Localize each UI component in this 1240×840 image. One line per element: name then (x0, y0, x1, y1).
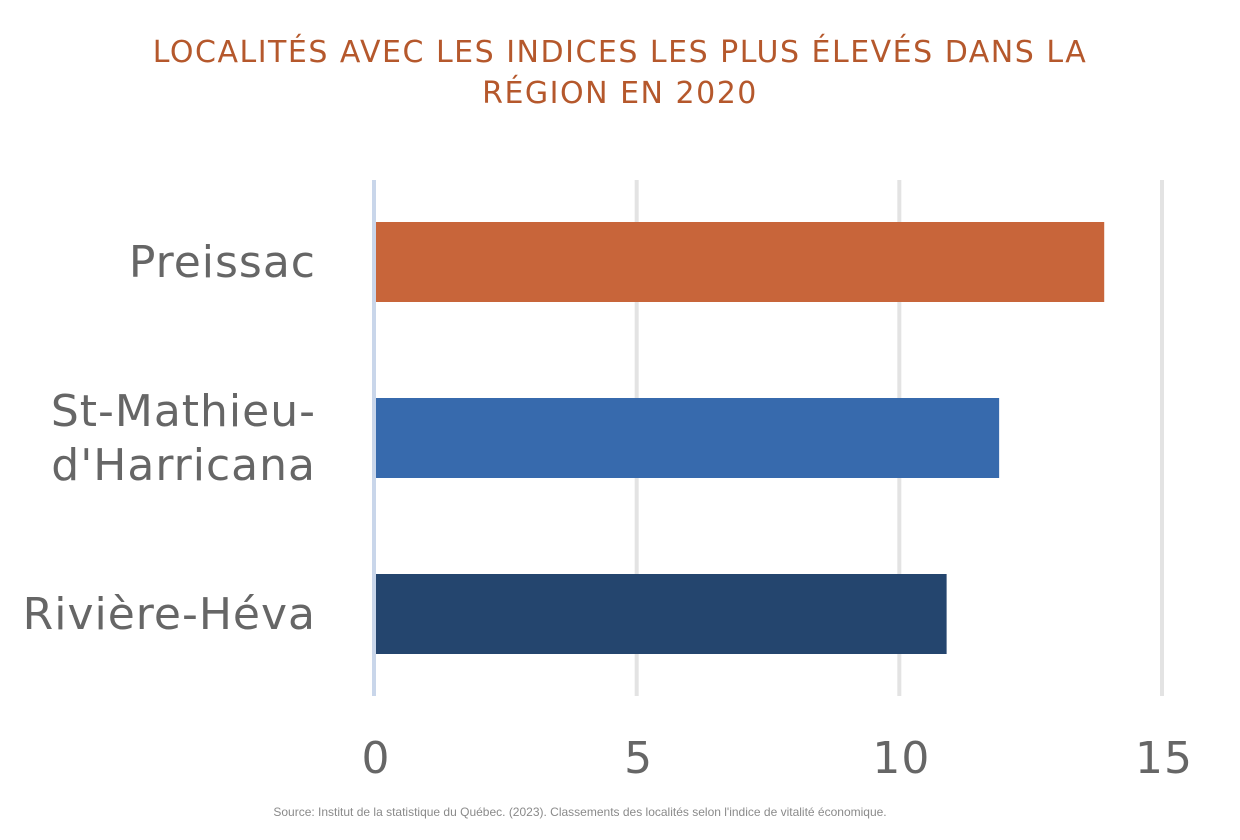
x-tick-labels: 0 5 10 15 (362, 733, 1193, 784)
bars (376, 222, 1105, 654)
x-tick-label: 5 (624, 733, 653, 784)
chart-title: LOCALITÉS AVEC LES INDICES LES PLUS ÉLEV… (152, 35, 1088, 111)
bar-chart: Preissac St-Mathieu-d'Harricana Rivière-Hé… (23, 180, 1193, 784)
category-label: St-Mathieu-d'Harricana (51, 386, 316, 491)
category-label: Preissac (129, 237, 316, 288)
category-labels: Preissac St-Mathieu-d'Harricana Rivière-Hé… (23, 237, 316, 640)
category-label: Rivière-Héva (23, 589, 316, 640)
x-tick-label: 10 (872, 733, 930, 784)
category-label-line: Preissac (129, 237, 316, 288)
category-label-line: d'Harricana (51, 440, 316, 491)
category-label-line: St-Mathieu- (51, 386, 316, 437)
x-tick-label: 15 (1135, 733, 1193, 784)
source-note: Source: Institut de la statistique du Qu… (273, 805, 887, 819)
bar-Rivière-Héva (376, 574, 947, 654)
bar-St-Mathieu-d'Harricana (376, 398, 1000, 478)
category-label-line: Rivière-Héva (23, 589, 316, 640)
x-tick-label: 0 (362, 733, 391, 784)
bar-Preissac (376, 222, 1105, 302)
